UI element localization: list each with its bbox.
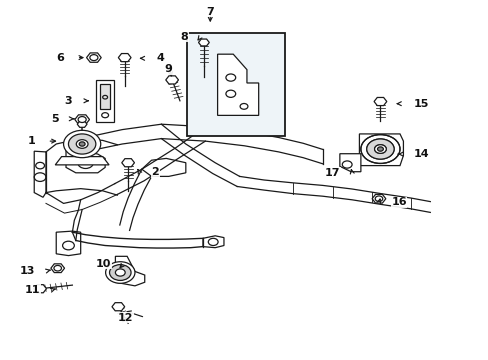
Polygon shape (34, 151, 46, 197)
Circle shape (374, 145, 386, 153)
Circle shape (374, 196, 382, 202)
Circle shape (78, 117, 86, 122)
Text: 8: 8 (180, 32, 188, 42)
Polygon shape (122, 159, 134, 167)
Text: 13: 13 (20, 266, 35, 276)
Polygon shape (165, 76, 178, 84)
Polygon shape (115, 256, 144, 286)
Polygon shape (34, 285, 46, 293)
Text: 11: 11 (24, 285, 40, 295)
Polygon shape (217, 54, 258, 115)
Polygon shape (371, 194, 385, 203)
Circle shape (360, 135, 399, 163)
Circle shape (90, 55, 98, 60)
Text: 17: 17 (324, 168, 339, 178)
Circle shape (54, 265, 61, 271)
Text: 6: 6 (57, 53, 64, 63)
Circle shape (76, 140, 88, 148)
Text: 10: 10 (96, 258, 111, 269)
Text: 5: 5 (51, 114, 59, 124)
Circle shape (63, 130, 101, 158)
Text: 2: 2 (151, 167, 159, 177)
Circle shape (109, 265, 131, 280)
Polygon shape (75, 115, 89, 124)
Polygon shape (96, 80, 114, 122)
Polygon shape (142, 158, 185, 176)
Text: 4: 4 (156, 53, 164, 63)
Text: 1: 1 (27, 136, 35, 146)
Polygon shape (77, 121, 87, 127)
Circle shape (377, 147, 383, 151)
Text: 9: 9 (164, 64, 172, 74)
Polygon shape (118, 54, 131, 62)
Circle shape (105, 262, 135, 283)
Polygon shape (359, 134, 403, 166)
Polygon shape (66, 144, 105, 173)
Polygon shape (198, 39, 209, 46)
Polygon shape (51, 264, 64, 273)
Circle shape (79, 142, 85, 146)
Circle shape (366, 139, 393, 159)
Polygon shape (339, 154, 360, 172)
Polygon shape (56, 231, 81, 256)
Text: 3: 3 (64, 96, 72, 106)
FancyBboxPatch shape (186, 33, 284, 136)
Polygon shape (100, 84, 110, 109)
Text: 14: 14 (412, 149, 428, 159)
Polygon shape (373, 98, 386, 105)
Text: 7: 7 (206, 6, 214, 17)
Polygon shape (86, 53, 101, 62)
Circle shape (115, 269, 125, 276)
Polygon shape (55, 157, 109, 165)
Circle shape (374, 145, 386, 153)
Circle shape (366, 139, 393, 159)
Polygon shape (112, 303, 124, 311)
Text: 12: 12 (117, 312, 133, 323)
Text: 15: 15 (412, 99, 427, 109)
Polygon shape (203, 236, 224, 248)
Text: 16: 16 (390, 197, 406, 207)
Circle shape (68, 134, 96, 154)
